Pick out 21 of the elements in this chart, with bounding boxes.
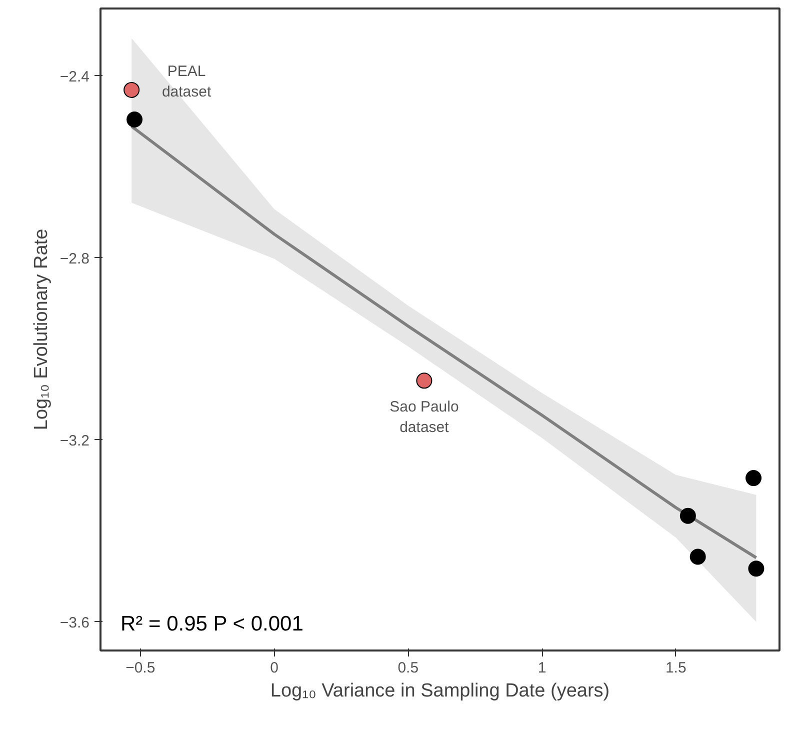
x-axis-title: Log₁₀ Variance in Sampling Date (years)	[270, 680, 610, 702]
point	[124, 82, 140, 98]
point	[746, 470, 762, 486]
y-axis-title: Log₁₀ Evolutionary Rate	[30, 228, 52, 430]
point	[126, 112, 143, 128]
y-tick-label: −3.6	[60, 614, 90, 632]
point	[748, 560, 764, 577]
x-tick-label: −0.5	[126, 660, 156, 676]
y-tick-label: −2.4	[60, 68, 90, 86]
annotation: PEAL dataset	[162, 63, 212, 101]
point	[690, 548, 706, 565]
annotation: R² = 0.95 P < 0.001	[120, 612, 304, 636]
point	[680, 508, 696, 524]
point	[416, 372, 432, 389]
x-tick-label: 1.5	[665, 660, 686, 676]
y-tick-label: −3.2	[60, 432, 90, 450]
x-tick-label: 1	[538, 660, 546, 676]
x-tick-label: 0.5	[398, 660, 419, 676]
y-tick-label: −2.8	[60, 250, 90, 268]
annotation: Sao Paulo dataset	[390, 398, 459, 436]
x-tick-label: 0	[270, 660, 278, 676]
